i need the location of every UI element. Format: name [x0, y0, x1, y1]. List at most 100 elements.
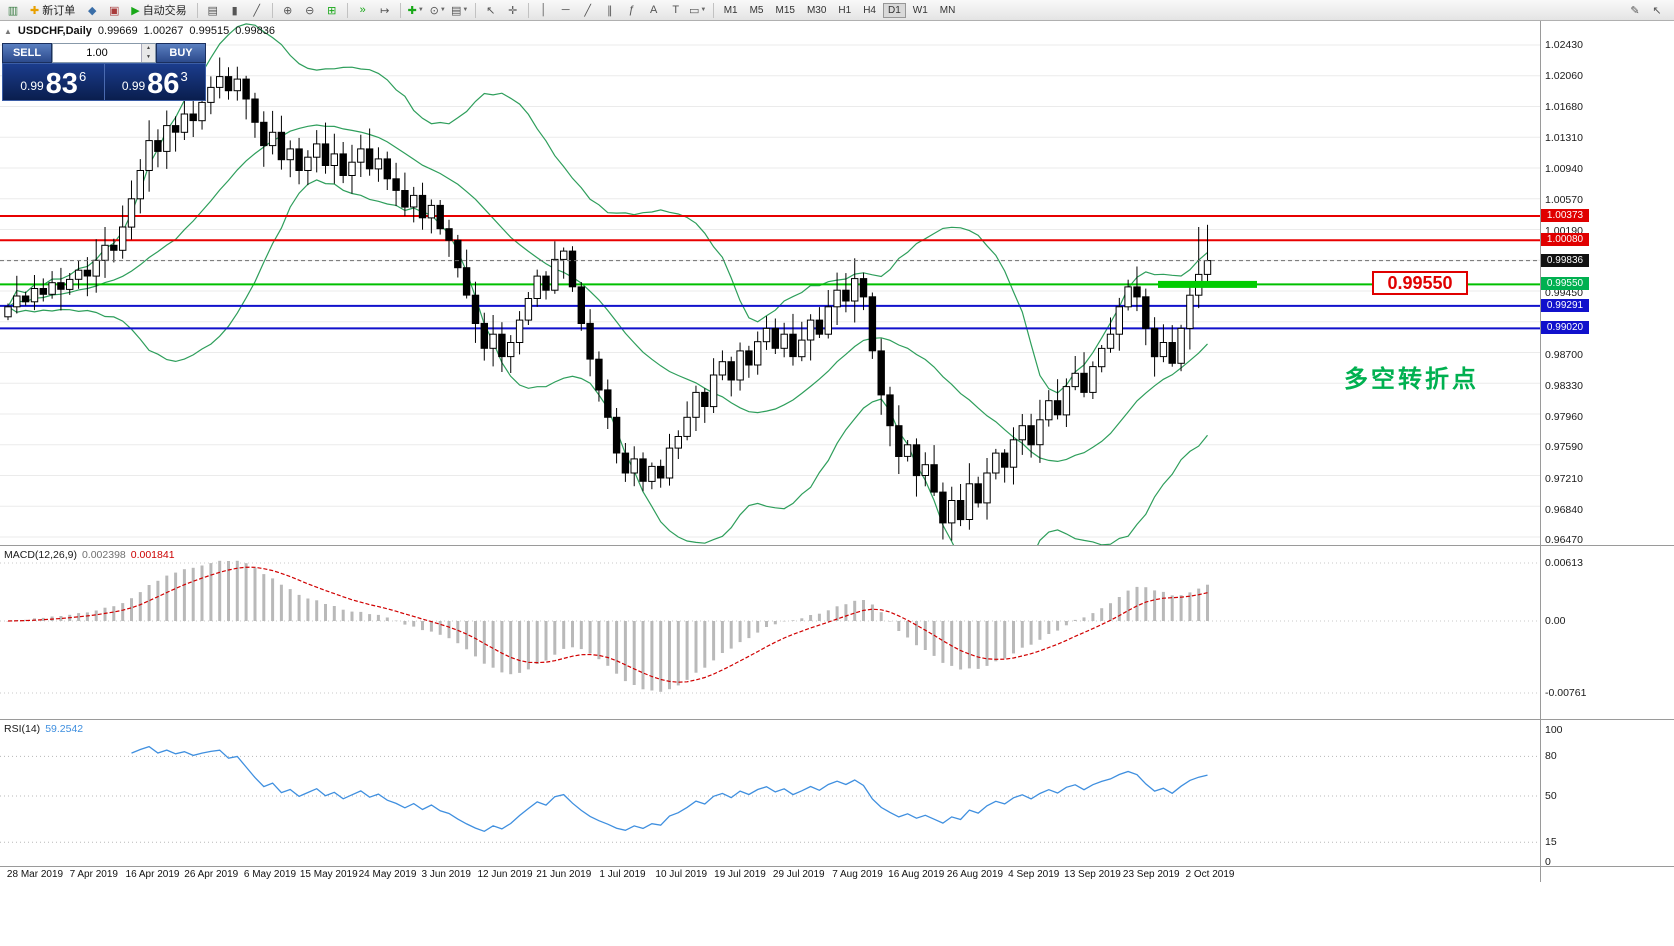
volume-input[interactable] [53, 44, 141, 62]
rsi-tick-label: 0 [1545, 856, 1551, 868]
zoom-out-icon[interactable]: ⊖ [300, 2, 320, 19]
buy-price-big: 86 [147, 68, 180, 100]
new-order-button-label: 新订单 [42, 5, 76, 17]
candle [471, 294, 480, 325]
timeframe-d1[interactable]: D1 [883, 2, 906, 18]
timeframe-m15[interactable]: M15 [775, 4, 795, 16]
horizontal-line-icon[interactable]: ─ [556, 2, 576, 19]
date-label: 28 Mar 2019 [6, 869, 64, 880]
candle [436, 204, 444, 230]
chart-icon[interactable]: ▥ [3, 2, 23, 19]
candle [1001, 452, 1009, 468]
candle [21, 295, 30, 303]
trendline-icon[interactable]: ╱ [578, 2, 598, 19]
sell-price[interactable]: 0.99 83 6 [3, 64, 104, 100]
new-order-button[interactable]: ✚ 新订单 [25, 2, 80, 19]
candle [939, 491, 947, 524]
timeframe-w1[interactable]: W1 [912, 4, 928, 16]
autotrade-button[interactable]: ▶ 自动交易 [126, 2, 191, 19]
macd-chart-canvas[interactable] [0, 546, 1540, 719]
fibonacci-icon[interactable]: ƒ [622, 2, 642, 19]
crosshair-icon: ✛ [508, 4, 518, 17]
candlestick-chart-icon[interactable]: ▮ [225, 2, 245, 19]
timeframe-mn[interactable]: MN [939, 4, 956, 16]
pencil-icon[interactable]: ✎ [1625, 2, 1645, 19]
trendline-icon: ╱ [584, 4, 591, 17]
channel-icon[interactable]: ∥ [600, 2, 620, 19]
candles-layer [4, 57, 1212, 541]
volume-up-icon[interactable]: ▲ [142, 44, 155, 53]
expert-advisor-icon[interactable]: ◆ [82, 2, 102, 19]
cursor-icon[interactable]: ↖ [481, 2, 501, 19]
one-click-trading-panel: SELL ▲ ▼ BUY 0.99 83 6 0.99 86 3 [2, 43, 206, 101]
candle [207, 86, 215, 103]
line-chart-icon: ╱ [253, 4, 260, 17]
candle [727, 361, 735, 381]
date-axis[interactable]: 28 Mar 2019 7 Apr 2019 16 Apr 2019 26 Apr 2… [0, 867, 1545, 883]
price-level-label[interactable]: 0.99550 [1372, 271, 1468, 295]
market-watch-icon[interactable]: ▣ [104, 2, 124, 19]
chart-shift-icon[interactable]: ↦ [375, 2, 395, 19]
candle [30, 288, 39, 303]
zoom-in-icon[interactable]: ⊕ [278, 2, 298, 19]
toolbar: ▥ ✚ 新订单 ◆ ▣ ▶ 自动交易 ▤ ▮ ╱ ⊕ ⊖ ⊞ » ↦ ✚ ▼ ⊙ ▼ ▤ ▼ ↖ ✛ │ ─ ╱ ∥ ƒ A T ▭ ▼ M1 M… [0, 0, 1674, 21]
chart-shift-icon: ↦ [380, 4, 390, 17]
timeframe-m30[interactable]: M30 [806, 4, 827, 16]
volume-spinner: ▲ ▼ [141, 44, 155, 62]
main-chart-canvas[interactable] [0, 21, 1540, 545]
volume-down-icon[interactable]: ▼ [142, 53, 155, 62]
date-label: 16 Apr 2019 [125, 869, 180, 880]
candle [965, 483, 974, 520]
candle [1018, 425, 1026, 441]
bar-chart-icon[interactable]: ▤ [203, 2, 223, 19]
candle [242, 78, 250, 100]
label-icon[interactable]: T [666, 2, 686, 19]
timeframe-m1[interactable]: M1 [723, 4, 738, 16]
panel-divider[interactable] [0, 719, 1674, 720]
templates-button[interactable]: ▤ ▼ [450, 2, 470, 19]
buy-button[interactable]: BUY [156, 43, 206, 63]
buy-price[interactable]: 0.99 86 3 [105, 64, 206, 100]
chevron-down-icon: ▼ [700, 7, 707, 13]
candle [1027, 425, 1035, 446]
chevron-down-icon: ▼ [417, 7, 424, 13]
vertical-line-icon[interactable]: │ [534, 2, 554, 19]
candle [709, 374, 718, 408]
market-watch-icon: ▣ [109, 4, 120, 17]
macd-tick-label: -0.00761 [1545, 687, 1587, 699]
trade-panel-prices: 0.99 83 6 0.99 86 3 [2, 63, 206, 101]
price-tick-label: 1.00940 [1545, 163, 1583, 175]
buy-price-prefix: 0.99 [121, 79, 146, 93]
candle [604, 389, 612, 418]
tile-windows-icon[interactable]: ⊞ [322, 2, 342, 19]
candle [886, 394, 894, 427]
sell-button[interactable]: SELL [2, 43, 52, 63]
collapse-panel-icon[interactable]: ▲ [4, 26, 12, 36]
price-tick-label: 0.97210 [1545, 473, 1583, 485]
candle [83, 269, 92, 277]
toolbar-separator [712, 2, 714, 18]
auto-scroll-icon[interactable]: » [353, 2, 373, 19]
candle [498, 333, 506, 358]
shapes-button[interactable]: ▭ ▼ [688, 2, 708, 19]
crosshair-icon[interactable]: ✛ [503, 2, 523, 19]
chevron-down-icon: ▼ [462, 7, 469, 13]
timeframe-m5[interactable]: M5 [749, 4, 764, 16]
text-icon[interactable]: A [644, 2, 664, 19]
pointer-icon[interactable]: ↖ [1647, 2, 1667, 19]
line-chart-icon[interactable]: ╱ [247, 2, 267, 19]
candle [754, 341, 762, 366]
periods-button[interactable]: ⊙ ▼ [428, 2, 448, 19]
price-tick-label: 1.02430 [1545, 39, 1583, 51]
timeframe-h4[interactable]: H4 [863, 4, 876, 16]
rsi-chart-canvas[interactable] [0, 720, 1540, 866]
macd-name: MACD(12,26,9) [4, 549, 77, 561]
indicators-button[interactable]: ✚ ▼ [406, 2, 426, 19]
panel-divider[interactable] [0, 545, 1674, 546]
chart-annotation[interactable]: 多空转折点 [1344, 366, 1479, 393]
candle [718, 361, 727, 376]
timeframe-h1[interactable]: H1 [838, 4, 852, 16]
highlight-segment[interactable] [1158, 280, 1257, 288]
candle [277, 131, 286, 161]
